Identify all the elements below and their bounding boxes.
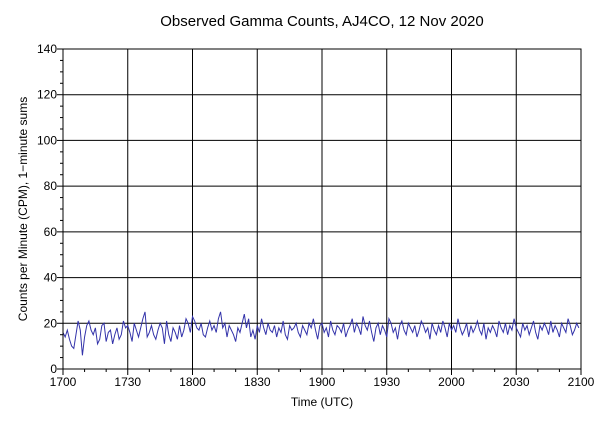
y-tick-label: 0 bbox=[50, 362, 57, 376]
y-tick-label: 80 bbox=[44, 179, 58, 193]
grid bbox=[63, 49, 581, 369]
series-line bbox=[62, 311, 580, 356]
chart-title: Observed Gamma Counts, AJ4CO, 12 Nov 202… bbox=[160, 13, 484, 30]
x-tick-label: 1830 bbox=[244, 375, 271, 389]
x-tick-label: 1730 bbox=[114, 375, 141, 389]
x-tick-label: 1930 bbox=[373, 375, 400, 389]
y-tick-label: 120 bbox=[37, 88, 57, 102]
y-tick-label: 20 bbox=[44, 316, 58, 330]
x-tick-label: 1700 bbox=[50, 375, 77, 389]
x-tick-label: 1900 bbox=[309, 375, 336, 389]
x-axis-label: Time (UTC) bbox=[291, 395, 353, 409]
y-tick-label: 140 bbox=[37, 42, 57, 56]
y-tick-label: 60 bbox=[44, 225, 58, 239]
ticks: 0 20 40 60 80 100 120 140 1700 1730 1800 1830 1900 19… bbox=[37, 42, 595, 389]
y-axis-label: Counts per Minute (CPM), 1−minute sums bbox=[16, 97, 30, 321]
y-tick-label: 100 bbox=[37, 133, 57, 147]
y-tick-label: 40 bbox=[44, 271, 58, 285]
x-tick-label: 2030 bbox=[503, 375, 530, 389]
x-tick-label: 2100 bbox=[568, 375, 595, 389]
x-tick-label: 2000 bbox=[438, 375, 465, 389]
series-layer bbox=[62, 311, 580, 356]
x-tick-label: 1800 bbox=[179, 375, 206, 389]
